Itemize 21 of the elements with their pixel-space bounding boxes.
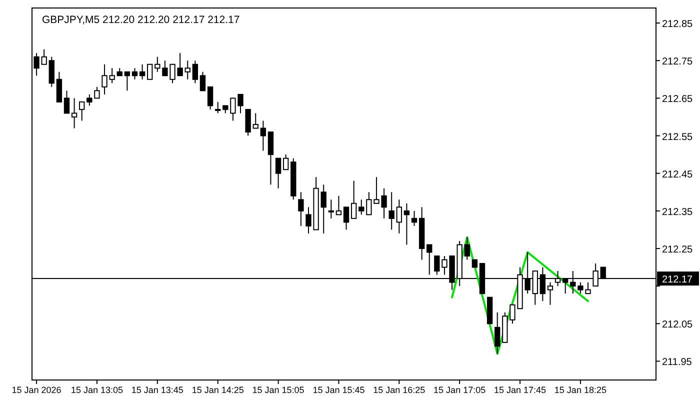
text: GBPJPY,M5 212.20 212.20 212.17 212.17: [42, 14, 240, 26]
y-tick-label: 212.65: [662, 94, 694, 106]
y-tick-label: 212.25: [662, 244, 694, 256]
x-tick-label: 15 Jan 16:25: [373, 385, 426, 395]
x-tick-label: 15 Jan 13:05: [70, 385, 123, 395]
x-tick-label: 15 Jan 14:25: [192, 385, 244, 395]
ref-line-label: 212.17: [662, 274, 694, 286]
x-tick-label: 15 Jan 2026: [12, 385, 62, 395]
x-tick-label: 15 Jan 17:05: [434, 385, 486, 395]
x-tick-label: 15 Jan 17:45: [494, 385, 546, 395]
y-tick-label: 211.95: [662, 357, 692, 368]
x-tick-label: 15 Jan 18:25: [554, 385, 606, 395]
x-tick-label: 15 Jan 15:05: [252, 385, 304, 395]
y-tick-label: 212.05: [662, 320, 694, 331]
y-tick-label: 212.55: [662, 132, 694, 143]
y-tick-label: 212.85: [662, 19, 694, 30]
y-tick-label: 212.35: [662, 206, 694, 218]
x-tick-label: 15 Jan 13:45: [131, 385, 184, 395]
y-tick-label: 212.45: [662, 169, 694, 180]
y-tick-label: 212.75: [662, 56, 694, 68]
x-tick-label: 15 Jan 15:45: [312, 385, 365, 395]
